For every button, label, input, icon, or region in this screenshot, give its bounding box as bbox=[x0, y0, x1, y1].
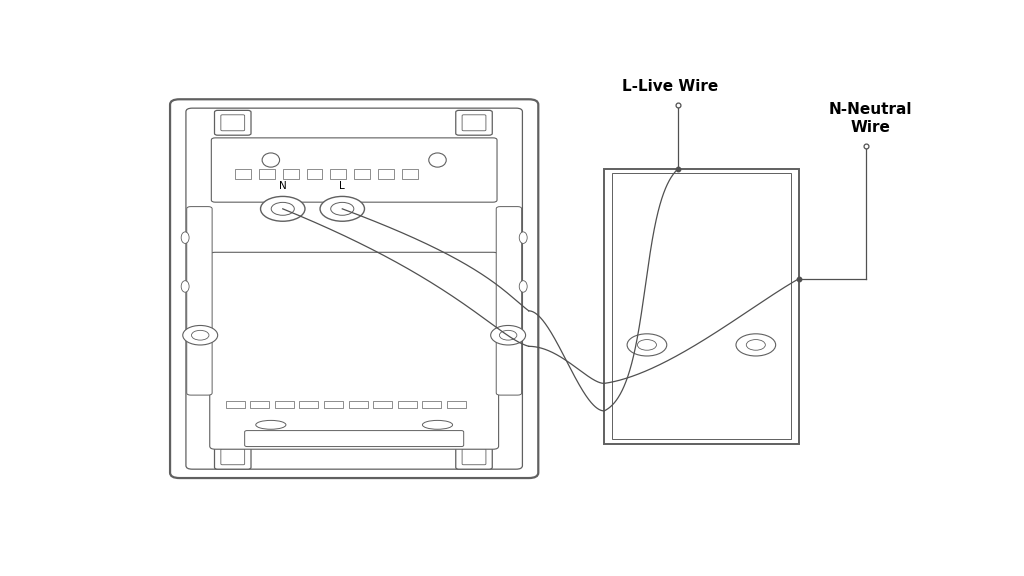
FancyBboxPatch shape bbox=[214, 111, 251, 135]
Bar bbox=[423, 401, 441, 408]
Ellipse shape bbox=[519, 232, 527, 244]
Ellipse shape bbox=[256, 420, 286, 429]
FancyBboxPatch shape bbox=[186, 207, 212, 395]
Circle shape bbox=[637, 340, 656, 350]
Bar bbox=[274, 401, 294, 408]
Bar bbox=[331, 169, 346, 179]
FancyBboxPatch shape bbox=[186, 108, 522, 469]
FancyBboxPatch shape bbox=[456, 444, 493, 469]
FancyBboxPatch shape bbox=[221, 115, 245, 131]
FancyBboxPatch shape bbox=[214, 444, 251, 469]
Ellipse shape bbox=[181, 281, 189, 292]
Circle shape bbox=[490, 325, 525, 345]
Bar bbox=[354, 169, 370, 179]
Bar bbox=[324, 401, 343, 408]
Circle shape bbox=[271, 202, 294, 215]
Bar bbox=[283, 169, 299, 179]
Ellipse shape bbox=[519, 281, 527, 292]
Ellipse shape bbox=[181, 232, 189, 244]
Bar bbox=[401, 169, 418, 179]
Circle shape bbox=[500, 331, 517, 340]
Bar bbox=[447, 401, 466, 408]
Bar bbox=[612, 173, 791, 439]
Bar bbox=[397, 401, 417, 408]
Circle shape bbox=[746, 340, 765, 350]
FancyBboxPatch shape bbox=[170, 99, 539, 478]
FancyBboxPatch shape bbox=[462, 449, 486, 465]
Text: L: L bbox=[339, 181, 345, 191]
Bar bbox=[250, 401, 269, 408]
Bar bbox=[259, 169, 274, 179]
FancyBboxPatch shape bbox=[221, 449, 245, 465]
FancyBboxPatch shape bbox=[462, 115, 486, 131]
FancyBboxPatch shape bbox=[497, 207, 521, 395]
FancyBboxPatch shape bbox=[245, 431, 464, 446]
Bar bbox=[306, 169, 323, 179]
Bar bbox=[348, 401, 368, 408]
FancyBboxPatch shape bbox=[211, 138, 497, 202]
Text: N: N bbox=[279, 181, 287, 191]
Circle shape bbox=[736, 334, 775, 356]
Ellipse shape bbox=[423, 420, 453, 429]
Circle shape bbox=[191, 331, 209, 340]
Bar bbox=[604, 169, 799, 444]
Bar bbox=[225, 401, 245, 408]
Bar bbox=[236, 169, 251, 179]
Circle shape bbox=[321, 196, 365, 221]
Text: N-Neutral
Wire: N-Neutral Wire bbox=[828, 103, 911, 135]
Bar bbox=[373, 401, 392, 408]
Ellipse shape bbox=[262, 153, 280, 167]
Circle shape bbox=[331, 202, 354, 215]
Circle shape bbox=[627, 334, 667, 356]
Bar bbox=[299, 401, 318, 408]
Text: L-Live Wire: L-Live Wire bbox=[622, 78, 718, 93]
FancyBboxPatch shape bbox=[210, 252, 499, 449]
Bar bbox=[378, 169, 394, 179]
Circle shape bbox=[260, 196, 305, 221]
Ellipse shape bbox=[429, 153, 446, 167]
Circle shape bbox=[182, 325, 218, 345]
FancyBboxPatch shape bbox=[456, 111, 493, 135]
